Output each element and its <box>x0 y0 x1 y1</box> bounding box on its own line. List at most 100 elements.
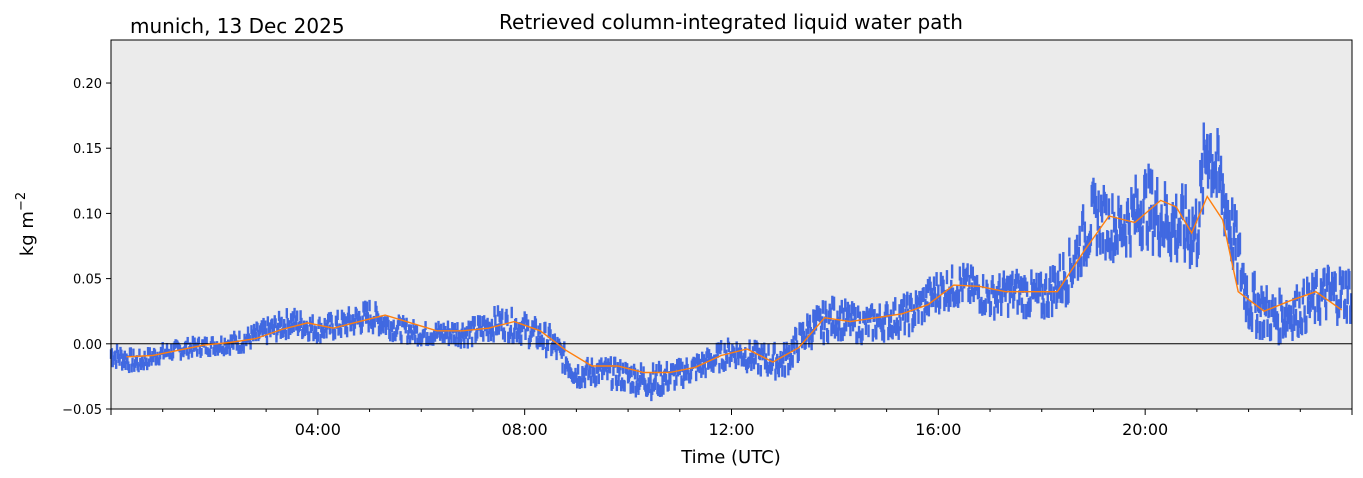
scatter-point <box>520 334 523 346</box>
scatter-point <box>270 318 274 329</box>
scatter-point <box>522 317 526 330</box>
scatter-point <box>1020 297 1024 313</box>
scatter-point <box>324 322 327 333</box>
scatter-point <box>609 356 613 367</box>
scatter-point <box>638 375 642 387</box>
scatter-point <box>613 356 617 368</box>
scatter-point <box>1050 284 1053 301</box>
scatter-point <box>1338 266 1342 286</box>
scatter-point <box>1284 320 1287 338</box>
scatter-point <box>697 354 700 365</box>
scatter-point <box>1260 285 1263 305</box>
scatter-point <box>1156 214 1160 240</box>
scatter-point <box>900 299 904 313</box>
scatter-point <box>1298 291 1301 309</box>
scatter-point <box>956 285 959 300</box>
scatter-point <box>276 322 280 333</box>
scatter-point <box>728 356 731 368</box>
scatter-point <box>318 316 321 327</box>
y-tick-label: −0.05 <box>62 403 102 418</box>
scatter-point <box>938 294 942 309</box>
scatter-point <box>1061 285 1064 304</box>
scatter-point <box>323 317 326 328</box>
scatter-point <box>1139 200 1143 225</box>
scatter-point <box>867 324 870 338</box>
scatter-point <box>898 304 901 318</box>
scatter-point <box>191 335 195 344</box>
scatter-point <box>1182 224 1186 250</box>
scatter-point <box>127 364 131 374</box>
scatter-point <box>286 317 289 329</box>
scatter-point <box>298 320 301 331</box>
scatter-point <box>1279 327 1282 345</box>
scatter-point <box>912 314 915 329</box>
scatter-point <box>538 335 541 348</box>
scatter-point <box>883 311 887 325</box>
scatter-point <box>813 321 816 335</box>
scatter-point <box>847 313 850 327</box>
scatter-point <box>722 361 725 372</box>
scatter-point <box>711 356 714 367</box>
scatter-point <box>1095 234 1099 257</box>
scatter-point <box>781 364 784 377</box>
scatter-point <box>962 262 965 277</box>
scatter-point <box>310 321 314 332</box>
scatter-point <box>264 320 267 331</box>
scatter-point <box>1343 298 1347 318</box>
scatter-point <box>231 334 234 343</box>
scatter-point <box>226 345 229 355</box>
scatter-point <box>820 316 824 330</box>
scatter-point <box>782 341 786 355</box>
scatter-point <box>481 316 484 327</box>
scatter-point <box>517 322 520 334</box>
scatter-point <box>314 326 318 336</box>
scatter-point <box>1323 267 1326 287</box>
scatter-point <box>555 348 558 361</box>
scatter-point <box>390 322 394 333</box>
scatter-point <box>519 322 522 334</box>
scatter-point <box>364 312 368 324</box>
scatter-point <box>590 357 594 368</box>
scatter-point <box>457 337 460 348</box>
scatter-point <box>873 309 876 322</box>
scatter-point <box>1280 294 1283 312</box>
scatter-point <box>279 328 282 339</box>
scatter-point <box>580 377 583 389</box>
scatter-point <box>404 324 407 334</box>
scatter-point <box>124 360 127 371</box>
scatter-point <box>1112 211 1116 233</box>
scatter-point <box>1050 300 1054 318</box>
scatter-point <box>371 323 375 335</box>
scatter-point <box>234 335 238 345</box>
scatter-point <box>155 355 158 364</box>
scatter-point <box>1200 152 1204 180</box>
scatter-point <box>1038 280 1042 297</box>
scatter-point <box>1238 232 1242 255</box>
scatter-point <box>513 327 516 339</box>
scatter-point <box>391 332 395 343</box>
scatter-point <box>1045 301 1049 318</box>
scatter-point <box>442 322 445 333</box>
scatter-point <box>832 296 836 311</box>
scatter-point <box>891 326 894 340</box>
scatter-point <box>1232 222 1236 246</box>
scatter-point <box>1147 163 1150 189</box>
scatter-point <box>454 336 457 347</box>
scatter-point <box>554 341 557 353</box>
scatter-point <box>681 361 684 373</box>
scatter-point <box>142 361 145 371</box>
y-axis-label-unit: kg m <box>17 211 38 256</box>
scatter-point <box>615 380 619 392</box>
scatter-point <box>261 327 264 337</box>
scatter-point <box>618 365 621 377</box>
scatter-point <box>345 326 349 338</box>
scatter-point <box>1006 275 1009 291</box>
scatter-point <box>525 313 528 326</box>
scatter-point <box>468 328 471 340</box>
scatter-point <box>299 310 302 321</box>
scatter-point <box>118 356 121 366</box>
scatter-point <box>639 362 643 375</box>
scatter-point <box>114 350 117 360</box>
scatter-point <box>960 277 963 292</box>
scatter-point <box>216 347 220 356</box>
